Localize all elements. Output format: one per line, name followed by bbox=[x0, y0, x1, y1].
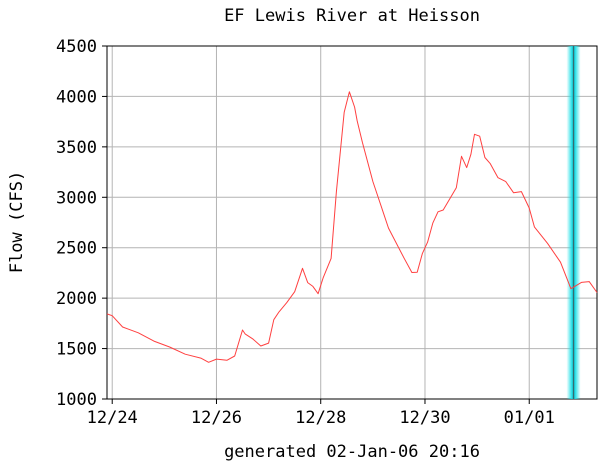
y-tick-label: 3500 bbox=[56, 138, 97, 158]
x-tick-labels: 12/24 12/26 12/28 12/30 01/01 bbox=[87, 408, 555, 428]
y-tick-label: 2500 bbox=[56, 239, 97, 259]
y-tick-label: 2000 bbox=[56, 289, 97, 309]
plot-frame bbox=[106, 45, 598, 400]
x-tick-label: 01/01 bbox=[504, 408, 555, 428]
x-tick-label: 12/28 bbox=[295, 408, 346, 428]
x-tick-label: 12/24 bbox=[87, 408, 138, 428]
current-time-marker bbox=[566, 46, 581, 399]
grid bbox=[102, 45, 597, 404]
x-axis-label: generated 02-Jan-06 20:16 bbox=[224, 442, 480, 462]
x-tick-label: 12/30 bbox=[399, 408, 450, 428]
y-tick-label: 1500 bbox=[56, 340, 97, 360]
y-tick-label: 3000 bbox=[56, 188, 97, 208]
chart-title: EF Lewis River at Heisson bbox=[224, 6, 480, 26]
flow-series-line bbox=[106, 91, 598, 363]
y-tick-labels: 1000 1500 2000 2500 3000 3500 4000 4500 bbox=[56, 37, 97, 410]
y-tick-label: 1000 bbox=[56, 390, 97, 410]
x-tick-label: 12/26 bbox=[191, 408, 242, 428]
y-tick-label: 4000 bbox=[56, 87, 97, 107]
y-axis-label: Flow (CFS) bbox=[7, 171, 27, 273]
series-layer bbox=[106, 91, 598, 363]
y-tick-label: 4500 bbox=[56, 37, 97, 57]
